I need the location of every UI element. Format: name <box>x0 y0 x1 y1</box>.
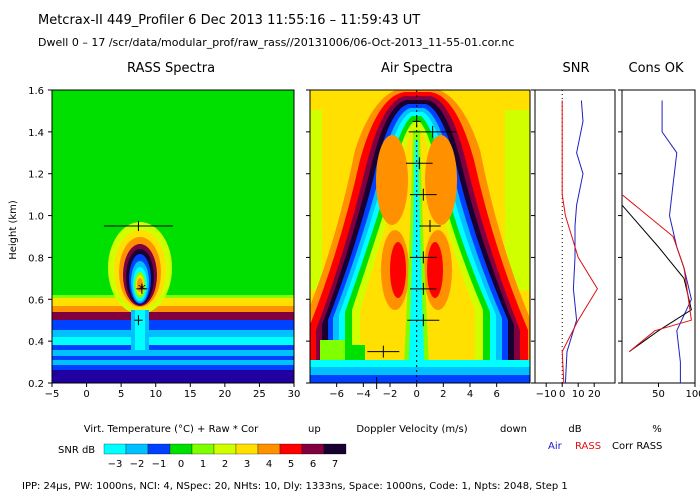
rass-cor-point: * <box>138 280 146 299</box>
air-panel-title: Air Spectra <box>381 61 453 76</box>
colorbar-swatch <box>235 443 259 455</box>
footer-params: IPP: 24µs, PW: 1000ns, NCI: 4, NSpec: 20… <box>22 481 568 492</box>
rass-spectra-panel: * −5 0 5 10 15 20 25 30 Virt. Temperature (°C) … <box>45 89 301 435</box>
height-tick-label: 0.8 <box>28 253 44 264</box>
series-line-rass <box>561 100 598 384</box>
air-x-label-down: down <box>500 424 527 435</box>
height-axis: 0.2 0.4 0.6 0.8 1.0 1.2 1.4 1.6 <box>28 86 622 390</box>
colorbar-swatch <box>191 443 215 455</box>
colorbar-tick-label: 4 <box>266 459 272 470</box>
colorbar-swatch <box>301 443 325 455</box>
colorbar-label: SNR dB <box>58 445 95 456</box>
x-tick-label: 2 <box>440 389 446 400</box>
colorbar-tick-label: 3 <box>244 459 250 470</box>
x-tick-label: 50 <box>652 389 665 400</box>
x-tick-label: −6 <box>329 389 344 400</box>
height-tick-label: 0.4 <box>28 337 44 348</box>
height-tick-label: 1.2 <box>28 170 44 181</box>
height-tick-label: 0.2 <box>28 379 44 390</box>
x-tick-label: 10 <box>149 389 162 400</box>
colorbar-swatch <box>213 443 237 455</box>
air-moment-marks <box>343 115 457 389</box>
x-tick-label: 10 <box>572 389 585 400</box>
colorbar-swatch <box>103 443 127 455</box>
series-line-rass <box>621 194 692 352</box>
height-tick-label: 1.0 <box>28 212 44 223</box>
legend-corr-rass: Corr RASS <box>612 441 662 452</box>
colorbar-swatch <box>169 443 193 455</box>
x-tick-label: 100 <box>685 389 700 400</box>
cons-x-axis: 50 100 <box>652 383 700 400</box>
cons-x-label: % <box>652 424 662 435</box>
colorbar-tick-label: 0 <box>178 459 184 470</box>
height-axis-label: Height (km) <box>8 200 19 260</box>
rass-x-label: Virt. Temperature (°C) + Raw * Cor <box>84 424 259 435</box>
height-tick-label: 1.4 <box>28 128 44 139</box>
x-tick-label: 20 <box>218 389 231 400</box>
x-tick-label: 15 <box>184 389 197 400</box>
legend-rass: RASS <box>575 441 601 452</box>
x-tick-label: 0 <box>559 389 565 400</box>
colorbar-tick-label: −3 <box>108 459 123 470</box>
air-spectra-panel: −6 −4 −2 0 2 4 6 Doppler Velocity (m/s) up dow… <box>308 89 531 435</box>
x-tick-label: 5 <box>118 389 124 400</box>
colorbar-swatch <box>125 443 149 455</box>
height-tick-label: 1.6 <box>28 86 44 97</box>
x-tick-label: 0 <box>413 389 419 400</box>
colorbar-tick-label: −1 <box>152 459 167 470</box>
header-subtitle: Dwell 0 – 17 /scr/data/modular_prof/raw_… <box>38 36 514 49</box>
cons-ok-panel: 50 100 % <box>621 89 700 435</box>
snr-x-axis: −10 0 10 20 <box>536 383 601 400</box>
x-tick-label: 6 <box>493 389 499 400</box>
cons-ok-lines <box>621 100 692 383</box>
air-x-label: Doppler Velocity (m/s) <box>356 424 467 435</box>
colorbar-tick-label: 7 <box>332 459 338 470</box>
x-tick-label: −5 <box>45 389 60 400</box>
x-tick-label: 0 <box>83 389 89 400</box>
colorbar-tick-label: −2 <box>130 459 145 470</box>
colorbar-swatch <box>147 443 171 455</box>
snr-panel-title: SNR <box>562 61 589 76</box>
legend-air: Air <box>548 441 563 452</box>
colorbar-tick-label: 1 <box>200 459 206 470</box>
line-legend: Air RASS Corr RASS <box>548 441 662 452</box>
colorbar-tick-label: 2 <box>222 459 228 470</box>
x-tick-label: 30 <box>288 389 301 400</box>
header-title: Metcrax-II 449_Profiler 6 Dec 2013 11:55… <box>38 13 420 28</box>
snr-x-label: dB <box>568 424 581 435</box>
air-x-label-up: up <box>308 424 321 435</box>
colorbar-tick-label: 6 <box>310 459 316 470</box>
rass-panel-title: RASS Spectra <box>127 61 215 76</box>
colorbar-swatch <box>257 443 281 455</box>
x-tick-label: 4 <box>467 389 473 400</box>
height-tick-label: 0.6 <box>28 295 44 306</box>
snr-colorbar: SNR dB −3 −2 −1 0 1 2 3 4 5 6 7 <box>58 443 347 470</box>
rass-heatmap <box>52 90 294 383</box>
air-x-axis: −6 −4 −2 0 2 4 6 <box>329 383 500 400</box>
snr-panel: −10 0 10 20 dB <box>534 89 616 435</box>
cons-panel-title: Cons OK <box>629 61 684 76</box>
snr-lines <box>561 90 598 384</box>
x-tick-label: −10 <box>536 389 557 400</box>
x-tick-label: −2 <box>383 389 398 400</box>
colorbar-swatch <box>323 443 347 455</box>
rass-x-axis: −5 0 5 10 15 20 25 30 <box>45 383 301 400</box>
rass-moment-marks: * <box>103 221 173 326</box>
x-tick-label: 20 <box>588 389 601 400</box>
x-tick-label: 25 <box>253 389 266 400</box>
x-tick-label: −4 <box>356 389 371 400</box>
colorbar-swatch <box>279 443 303 455</box>
colorbar-tick-label: 5 <box>288 459 294 470</box>
